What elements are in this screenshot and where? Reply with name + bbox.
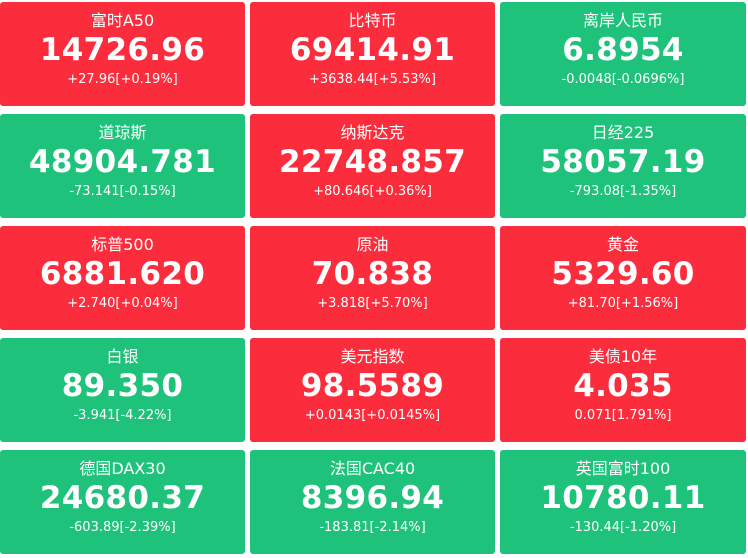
quote-name: 比特币 [348, 11, 397, 30]
quote-name: 法国CAC40 [329, 459, 416, 478]
quote-tile-dow-jones[interactable]: 道琼斯 48904.781 -73.141[-0.15%] [0, 114, 245, 218]
quote-name: 富时A50 [90, 11, 155, 30]
quote-tile-dax30[interactable]: 德国DAX30 24680.37 -603.89[-2.39%] [0, 450, 245, 554]
quote-price: 4.035 [573, 368, 673, 404]
quote-change: -0.0048[-0.0696%] [561, 72, 685, 87]
quote-tile-cac40[interactable]: 法国CAC40 8396.94 -183.81[-2.14%] [250, 450, 495, 554]
quote-price: 48904.781 [28, 144, 217, 180]
quote-tile-sp500[interactable]: 标普500 6881.620 +2.740[+0.04%] [0, 226, 245, 330]
quote-name: 英国富时100 [575, 459, 671, 478]
quote-change: -793.08[-1.35%] [569, 184, 677, 199]
quote-name: 美元指数 [340, 347, 405, 366]
quote-name: 离岸人民币 [582, 11, 663, 30]
quote-name: 白银 [106, 347, 139, 366]
quote-price: 24680.37 [39, 480, 206, 516]
quote-change: +0.0143[+0.0145%] [304, 408, 441, 423]
quote-price: 14726.96 [39, 32, 206, 68]
quote-name: 道琼斯 [98, 123, 147, 142]
quote-change: +80.646[+0.36%] [313, 184, 432, 199]
quote-change: -73.141[-0.15%] [69, 184, 176, 199]
quote-change: -130.44[-1.20%] [569, 520, 677, 535]
quote-tile-ftse-100[interactable]: 英国富时100 10780.11 -130.44[-1.20%] [500, 450, 746, 554]
quote-price: 22748.857 [278, 144, 467, 180]
quote-tile-ftse-china-a50[interactable]: 富时A50 14726.96 +27.96[+0.19%] [0, 2, 245, 106]
quote-tile-us-10y-treasury[interactable]: 美债10年 4.035 0.071[1.791%] [500, 338, 746, 442]
quote-name: 纳斯达克 [340, 123, 405, 142]
quote-change: 0.071[1.791%] [574, 408, 672, 423]
quote-name: 日经225 [591, 123, 655, 142]
quote-price: 58057.19 [540, 144, 706, 180]
quote-change: +2.740[+0.04%] [67, 296, 178, 311]
quote-change: +81.70[+1.56%] [567, 296, 679, 311]
quote-price: 6.8954 [562, 32, 684, 68]
quote-change: +3638.44[+5.53%] [309, 72, 436, 87]
quote-change: +27.96[+0.19%] [67, 72, 178, 87]
quote-price: 5329.60 [551, 256, 695, 292]
quote-name: 德国DAX30 [79, 459, 166, 478]
quote-price: 70.838 [311, 256, 434, 292]
quote-price: 8396.94 [300, 480, 445, 516]
quote-name: 标普500 [91, 235, 154, 254]
quote-name: 美债10年 [588, 347, 658, 366]
quote-change: -183.81[-2.14%] [319, 520, 426, 535]
quote-price: 89.350 [61, 368, 184, 404]
quote-tile-nikkei-225[interactable]: 日经225 58057.19 -793.08[-1.35%] [500, 114, 746, 218]
quote-tile-silver[interactable]: 白银 89.350 -3.941[-4.22%] [0, 338, 245, 442]
quote-tile-bitcoin[interactable]: 比特币 69414.91 +3638.44[+5.53%] [250, 2, 495, 106]
quote-price: 6881.620 [39, 256, 206, 292]
quote-tile-gold[interactable]: 黄金 5329.60 +81.70[+1.56%] [500, 226, 746, 330]
quote-change: -603.89[-2.39%] [69, 520, 176, 535]
quote-tile-offshore-cny[interactable]: 离岸人民币 6.8954 -0.0048[-0.0696%] [500, 2, 746, 106]
quote-change: +3.818[+5.70%] [317, 296, 428, 311]
quote-price: 69414.91 [289, 32, 456, 68]
quote-tile-crude-oil[interactable]: 原油 70.838 +3.818[+5.70%] [250, 226, 495, 330]
quote-price: 10780.11 [540, 480, 706, 516]
quote-tile-dollar-index[interactable]: 美元指数 98.5589 +0.0143[+0.0145%] [250, 338, 495, 442]
quote-price: 98.5589 [300, 368, 445, 404]
quote-tile-nasdaq[interactable]: 纳斯达克 22748.857 +80.646[+0.36%] [250, 114, 495, 218]
quote-name: 原油 [356, 235, 389, 254]
quote-name: 黄金 [606, 235, 639, 254]
quote-change: -3.941[-4.22%] [73, 408, 172, 423]
